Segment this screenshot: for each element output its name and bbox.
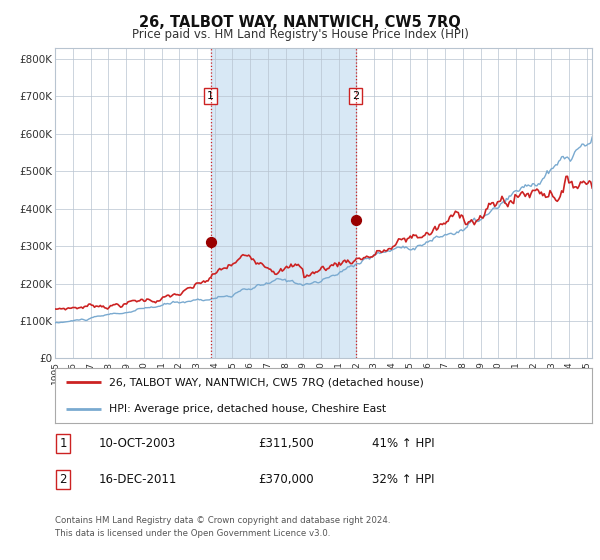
- Text: 26, TALBOT WAY, NANTWICH, CW5 7RQ: 26, TALBOT WAY, NANTWICH, CW5 7RQ: [139, 15, 461, 30]
- Text: Contains HM Land Registry data © Crown copyright and database right 2024.
This d: Contains HM Land Registry data © Crown c…: [55, 516, 391, 538]
- Text: HPI: Average price, detached house, Cheshire East: HPI: Average price, detached house, Ches…: [109, 404, 386, 413]
- Text: 32% ↑ HPI: 32% ↑ HPI: [372, 473, 434, 486]
- Bar: [211, 48, 356, 358]
- Text: 2: 2: [352, 91, 359, 101]
- Text: 2: 2: [59, 473, 67, 486]
- Point: [351, 216, 361, 225]
- Text: 26, TALBOT WAY, NANTWICH, CW5 7RQ (detached house): 26, TALBOT WAY, NANTWICH, CW5 7RQ (detac…: [109, 377, 424, 387]
- Text: 1: 1: [59, 437, 67, 450]
- Text: £370,000: £370,000: [258, 473, 314, 486]
- Point: [206, 237, 215, 246]
- Text: 41% ↑ HPI: 41% ↑ HPI: [372, 437, 434, 450]
- Text: Price paid vs. HM Land Registry's House Price Index (HPI): Price paid vs. HM Land Registry's House …: [131, 28, 469, 41]
- Text: 16-DEC-2011: 16-DEC-2011: [99, 473, 178, 486]
- Text: £311,500: £311,500: [258, 437, 314, 450]
- Text: 1: 1: [208, 91, 214, 101]
- Text: 10-OCT-2003: 10-OCT-2003: [99, 437, 176, 450]
